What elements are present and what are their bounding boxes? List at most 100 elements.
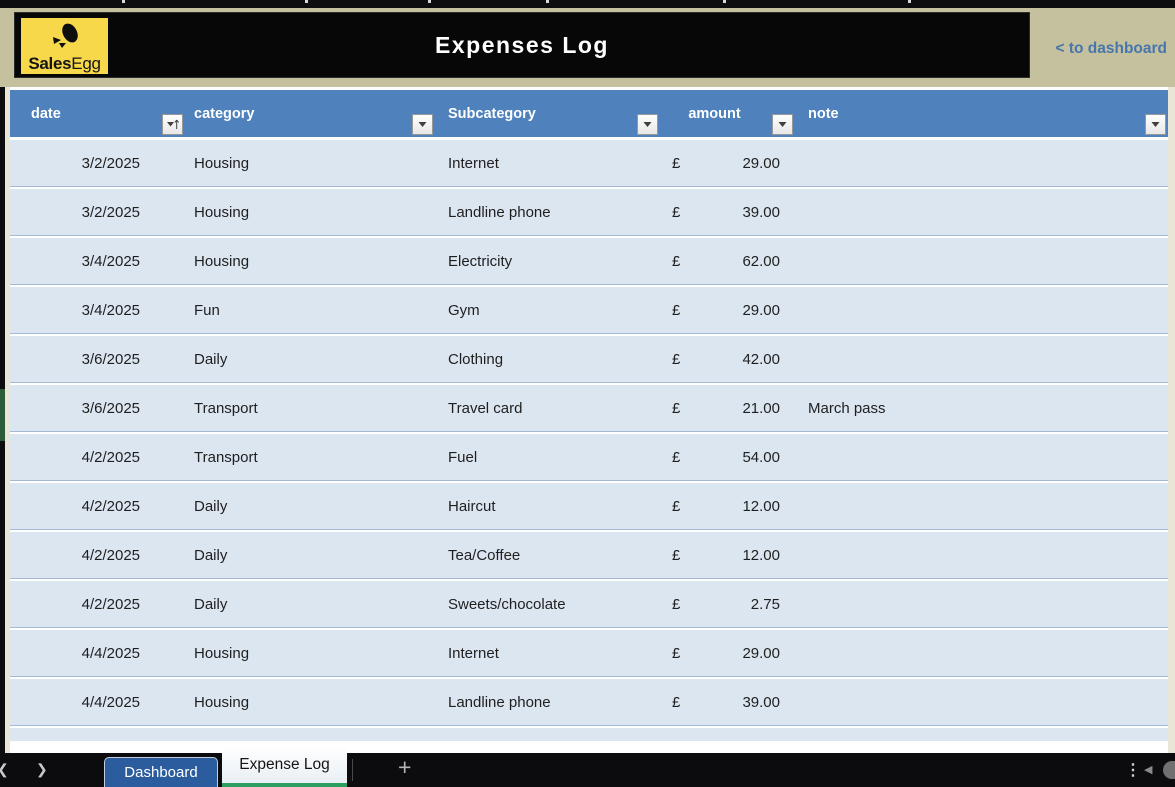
- cell-category[interactable]: Housing: [194, 693, 250, 711]
- filter-button[interactable]: [772, 114, 793, 135]
- cell-amount[interactable]: £ 2.75: [660, 581, 795, 627]
- cell-date[interactable]: 3/6/2025: [81, 399, 140, 417]
- cell-subcategory[interactable]: Electricity: [448, 252, 513, 270]
- cell-subcategory[interactable]: Internet: [448, 644, 499, 662]
- cell-date[interactable]: 3/2/2025: [81, 154, 140, 172]
- tab-dashboard[interactable]: Dashboard: [104, 757, 218, 787]
- cell-date[interactable]: 4/4/2025: [81, 644, 140, 662]
- column-header-subcategory[interactable]: Subcategory: [435, 90, 660, 137]
- cell-category[interactable]: Housing: [194, 644, 250, 662]
- column-header-amount[interactable]: amount: [660, 90, 795, 137]
- cell-note[interactable]: [795, 532, 1168, 578]
- cell-note[interactable]: [795, 679, 1168, 725]
- cell-date[interactable]: 4/2/2025: [81, 448, 140, 466]
- cell-subcategory[interactable]: Clothing: [448, 350, 504, 368]
- cell-note[interactable]: [795, 189, 1168, 235]
- cell-category[interactable]: Daily: [194, 595, 228, 613]
- table-row[interactable]: 4/2/2025 Daily Sweets/chocolate £ 2.75: [10, 581, 1168, 628]
- amount-value: 62.00: [742, 252, 780, 270]
- horizontal-scrollbar-thumb[interactable]: [1163, 761, 1175, 779]
- add-sheet-button[interactable]: +: [398, 754, 412, 780]
- cell-category[interactable]: Housing: [194, 154, 250, 172]
- cell-date[interactable]: 4/2/2025: [81, 497, 140, 515]
- column-header-date[interactable]: date: [10, 90, 185, 137]
- table-row[interactable]: 3/2/2025 Housing Landline phone £ 39.00: [10, 189, 1168, 236]
- cell-date[interactable]: 4/2/2025: [81, 546, 140, 564]
- cell-date[interactable]: 3/2/2025: [81, 203, 140, 221]
- cell-note[interactable]: [795, 630, 1168, 676]
- cell-date[interactable]: 3/4/2025: [81, 252, 140, 270]
- tab-expense-log[interactable]: Expense Log: [222, 746, 347, 787]
- cell-category[interactable]: Daily: [194, 497, 228, 515]
- sort-filter-button[interactable]: [162, 114, 183, 135]
- cell-subcategory[interactable]: Haircut: [448, 497, 496, 515]
- cell-note[interactable]: March pass: [808, 399, 886, 417]
- cell-subcategory[interactable]: Landline phone: [448, 693, 551, 711]
- cell-note[interactable]: [795, 287, 1168, 333]
- sheet-menu-kebab-icon[interactable]: ⋮: [1125, 762, 1141, 779]
- left-rail-gutter: [5, 87, 10, 753]
- cell-amount[interactable]: £ 39.00: [660, 189, 795, 235]
- cell-date[interactable]: 3/4/2025: [81, 301, 140, 319]
- table-row[interactable]: 4/4/2025 Housing Landline phone £ 39.00: [10, 679, 1168, 726]
- sheet-nav-right-chevron[interactable]: ❯: [36, 761, 48, 777]
- table-row[interactable]: 3/6/2025 Transport Travel card £ 21.00 M…: [10, 385, 1168, 432]
- cell-category[interactable]: Daily: [194, 546, 228, 564]
- cell-category[interactable]: Fun: [194, 301, 220, 319]
- to-dashboard-link[interactable]: < to dashboard: [1055, 40, 1167, 57]
- cell-subcategory[interactable]: Fuel: [448, 448, 478, 466]
- cell-subcategory[interactable]: Sweets/chocolate: [448, 595, 566, 613]
- cell-amount[interactable]: £ 21.00: [660, 385, 795, 431]
- cell-date[interactable]: 4/2/2025: [81, 595, 140, 613]
- cell-amount[interactable]: £ 62.00: [660, 238, 795, 284]
- column-header-category[interactable]: category: [185, 90, 435, 137]
- cell-amount[interactable]: £ 12.00: [660, 532, 795, 578]
- table-row[interactable]: 4/2/2025 Transport Fuel £ 54.00: [10, 434, 1168, 481]
- table-row[interactable]: 3/4/2025 Housing Electricity £ 62.00: [10, 238, 1168, 285]
- sheet-nav-left-chevron[interactable]: ❮: [0, 761, 9, 778]
- partial-table-row[interactable]: [10, 728, 1168, 741]
- filter-button[interactable]: [412, 114, 433, 135]
- cell-subcategory[interactable]: Gym: [448, 301, 480, 319]
- column-tick: [305, 0, 308, 3]
- cell-amount[interactable]: £ 54.00: [660, 434, 795, 480]
- cell-category[interactable]: Housing: [194, 203, 250, 221]
- table-row[interactable]: 4/2/2025 Daily Tea/Coffee £ 12.00: [10, 532, 1168, 579]
- cell-date[interactable]: 3/6/2025: [81, 350, 140, 368]
- cell-amount[interactable]: £ 29.00: [660, 630, 795, 676]
- filter-dropdown-icon: [1151, 122, 1160, 127]
- amount-value: 12.00: [742, 497, 780, 515]
- filter-button[interactable]: [637, 114, 658, 135]
- cell-category[interactable]: Daily: [194, 350, 228, 368]
- table-row[interactable]: 3/2/2025 Housing Internet £ 29.00: [10, 140, 1168, 187]
- cell-category[interactable]: Transport: [194, 448, 258, 466]
- cell-note[interactable]: [795, 238, 1168, 284]
- amount-value: 12.00: [742, 546, 780, 564]
- cell-note[interactable]: [795, 581, 1168, 627]
- filter-button[interactable]: [1145, 114, 1166, 135]
- cell-amount[interactable]: £ 39.00: [660, 679, 795, 725]
- cell-note[interactable]: [795, 434, 1168, 480]
- cell-amount[interactable]: £ 42.00: [660, 336, 795, 382]
- cell-date[interactable]: 4/4/2025: [81, 693, 140, 711]
- column-header-note[interactable]: note: [795, 90, 1168, 137]
- scrollbar-left-arrow-icon[interactable]: ◀: [1144, 764, 1153, 776]
- cell-note[interactable]: [795, 140, 1168, 186]
- cell-category[interactable]: Transport: [194, 399, 258, 417]
- expenses-table: date category Subcategory: [10, 87, 1168, 753]
- cell-subcategory[interactable]: Tea/Coffee: [448, 546, 521, 564]
- table-row[interactable]: 4/4/2025 Housing Internet £ 29.00: [10, 630, 1168, 677]
- cell-amount[interactable]: £ 29.00: [660, 287, 795, 333]
- table-row[interactable]: 3/4/2025 Fun Gym £ 29.00: [10, 287, 1168, 334]
- cell-category[interactable]: Housing: [194, 252, 250, 270]
- cell-note[interactable]: [795, 483, 1168, 529]
- cell-subcategory[interactable]: Internet: [448, 154, 499, 172]
- cell-note[interactable]: [795, 336, 1168, 382]
- table-row[interactable]: 4/2/2025 Daily Haircut £ 12.00: [10, 483, 1168, 530]
- amount-value: 29.00: [742, 301, 780, 319]
- cell-amount[interactable]: £ 12.00: [660, 483, 795, 529]
- cell-amount[interactable]: £ 29.00: [660, 140, 795, 186]
- table-row[interactable]: 3/6/2025 Daily Clothing £ 42.00: [10, 336, 1168, 383]
- cell-subcategory[interactable]: Travel card: [448, 399, 523, 417]
- cell-subcategory[interactable]: Landline phone: [448, 203, 551, 221]
